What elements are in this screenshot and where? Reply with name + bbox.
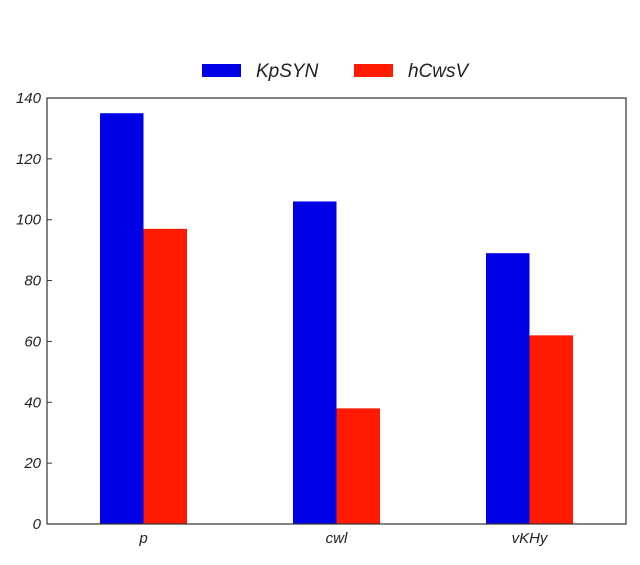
- y-tick-label-40: 40: [24, 394, 41, 411]
- plot-frame: [46, 97, 627, 525]
- legend-label-kpsyn: KpSYN: [256, 61, 319, 82]
- y-tick-label-60: 60: [24, 333, 41, 350]
- y-tick-label-20: 20: [23, 455, 41, 472]
- y-tick-label-80: 80: [24, 273, 41, 290]
- legend-label-hcwsv: hCwsV: [408, 61, 471, 82]
- x-tick-label-cwl: cwl: [326, 530, 348, 547]
- x-tick-label-p: p: [138, 530, 147, 547]
- legend-swatch-hcwsv: [354, 64, 393, 77]
- bar-hcwsv-vkhy: [529, 335, 573, 524]
- x-tick-label-vkhy: vKHy: [512, 530, 549, 547]
- bars: [100, 113, 573, 525]
- x-axis: p cwl vKHy: [138, 530, 549, 547]
- bar-hcwsv-cwl: [336, 408, 380, 524]
- bar-kpsyn-vkhy: [486, 253, 530, 524]
- y-tick-label-140: 140: [16, 90, 42, 107]
- legend: KpSYN hCwsV: [202, 61, 471, 82]
- y-tick-label-100: 100: [16, 212, 42, 229]
- y-tick-label-120: 120: [16, 151, 42, 168]
- y-axis: 0 20 40 60 80 100 120 140: [16, 90, 52, 533]
- bar-kpsyn-p: [100, 113, 144, 524]
- y-tick-label-0: 0: [33, 516, 42, 533]
- bar-hcwsv-p: [143, 228, 187, 525]
- legend-swatch-kpsyn: [202, 64, 241, 77]
- bar-kpsyn-cwl: [293, 201, 337, 524]
